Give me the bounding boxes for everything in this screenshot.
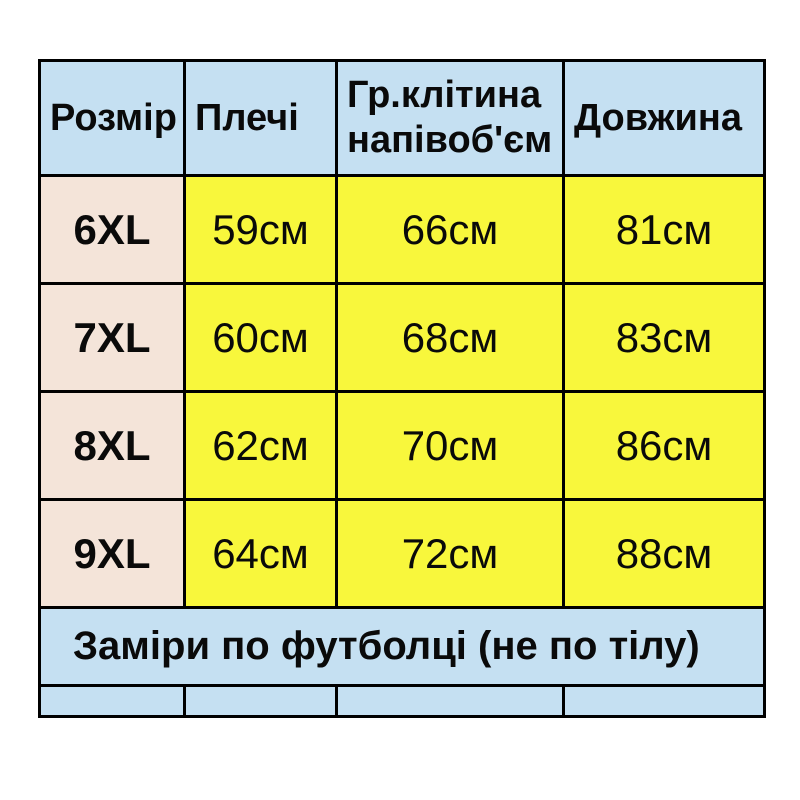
empty-cell	[562, 684, 766, 718]
footer-note-row: Заміри по футболці (не по тілу)	[38, 606, 766, 687]
size-chart-container: Розмір Плечі Гр.клітина напівоб'єм Довжи…	[38, 59, 766, 718]
size-label: 6XL	[38, 174, 186, 285]
shoulders-value: 59см	[183, 174, 338, 285]
empty-cell	[335, 684, 565, 718]
empty-cell	[38, 684, 186, 718]
empty-cell	[183, 684, 338, 718]
length-value: 83см	[562, 282, 766, 393]
chest-value: 66см	[335, 174, 565, 285]
chest-value: 68см	[335, 282, 565, 393]
size-label: 7XL	[38, 282, 186, 393]
table-row-8xl: 8XL 62см 70см 86см	[38, 390, 766, 501]
chest-value: 72см	[335, 498, 565, 609]
shoulders-value: 62см	[183, 390, 338, 501]
size-chart-table: Розмір Плечі Гр.клітина напівоб'єм Довжи…	[38, 59, 766, 718]
header-shoulders: Плечі	[183, 59, 338, 177]
length-value: 81см	[562, 174, 766, 285]
length-value: 86см	[562, 390, 766, 501]
empty-row	[38, 684, 766, 718]
table-row-9xl: 9XL 64см 72см 88см	[38, 498, 766, 609]
table-row-7xl: 7XL 60см 68см 83см	[38, 282, 766, 393]
shoulders-value: 64см	[183, 498, 338, 609]
chest-value: 70см	[335, 390, 565, 501]
size-label: 9XL	[38, 498, 186, 609]
table-row-6xl: 6XL 59см 66см 81см	[38, 174, 766, 285]
footer-note: Заміри по футболці (не по тілу)	[38, 606, 766, 687]
length-value: 88см	[562, 498, 766, 609]
shoulders-value: 60см	[183, 282, 338, 393]
size-label: 8XL	[38, 390, 186, 501]
header-length: Довжина	[562, 59, 766, 177]
header-chest: Гр.клітина напівоб'єм	[335, 59, 565, 177]
header-size: Розмір	[38, 59, 186, 177]
header-row: Розмір Плечі Гр.клітина напівоб'єм Довжи…	[38, 59, 766, 177]
